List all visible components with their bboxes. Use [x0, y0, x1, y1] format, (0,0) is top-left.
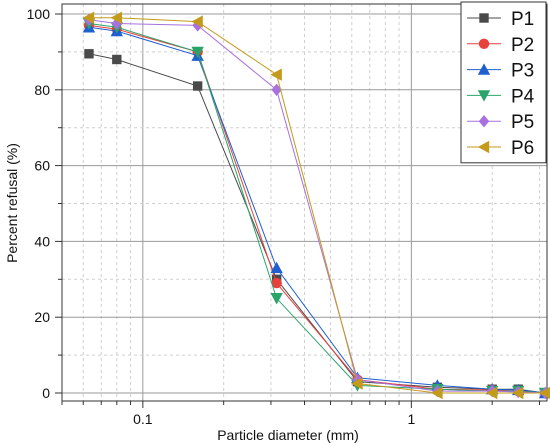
legend-label-p3: P3	[511, 61, 534, 82]
y-tick-label: 0	[42, 385, 50, 401]
y-axis-title: Percent refusal (%)	[4, 143, 20, 263]
grid	[61, 4, 547, 401]
data-point-p6	[270, 68, 282, 81]
legend-marker-p3	[477, 63, 491, 75]
data-point-p1	[192, 81, 203, 91]
data-point-p6	[538, 386, 550, 400]
data-point-p3	[270, 261, 283, 274]
legend-box	[460, 1, 547, 164]
x-axis-title: Particle diameter (mm)	[217, 427, 359, 443]
y-tick-label: 60	[34, 158, 50, 174]
data-point-p6	[351, 377, 363, 390]
data-point-p1	[112, 54, 122, 65]
legend-marker-p4	[477, 90, 491, 102]
legend[interactable]: P1 P2 P3 P4 P5 P6	[460, 1, 547, 164]
legend-label-p5: P5	[511, 112, 534, 133]
data-point-p6	[82, 11, 95, 24]
legend-item-p4[interactable]: P4	[467, 86, 535, 107]
legend-label-p1: P1	[511, 9, 534, 30]
y-tick-label: 40	[34, 233, 50, 249]
legend-marker-p2	[478, 38, 490, 49]
legend-item-p3[interactable]: P3	[467, 61, 534, 82]
data-point-p4	[191, 46, 204, 59]
legend-item-p2[interactable]: P2	[467, 35, 534, 56]
data-point-p6	[191, 15, 203, 28]
legend-item-p1[interactable]: P1	[467, 9, 534, 30]
x-tick-label: 0.1	[133, 411, 153, 427]
legend-marker-p1	[479, 13, 489, 23]
x-tick-label: 1	[407, 411, 415, 427]
data-point-p2	[271, 277, 282, 289]
legend-marker-p5	[478, 115, 490, 128]
series-p6	[82, 11, 550, 400]
data-point-p6	[431, 386, 443, 400]
legend-label-p2: P2	[511, 35, 534, 56]
data-point-p6	[110, 11, 123, 24]
data-point-p1	[84, 49, 94, 59]
y-tick-label: 100	[27, 6, 51, 22]
data-point-p4	[270, 293, 283, 305]
y-tick-label: 80	[34, 82, 50, 98]
series-group	[82, 11, 550, 400]
legend-label-p6: P6	[511, 138, 534, 159]
data-point-p6	[512, 386, 524, 400]
legend-item-p6[interactable]: P6	[467, 138, 534, 159]
axes: 0 20 40 60 80 100 0.1 1	[27, 6, 540, 427]
legend-label-p4: P4	[511, 86, 535, 107]
data-point-p5	[271, 83, 282, 96]
y-tick-label: 20	[34, 309, 50, 325]
legend-item-p5[interactable]: P5	[467, 112, 534, 133]
legend-marker-p6	[477, 140, 490, 154]
data-point-p6	[485, 386, 498, 400]
